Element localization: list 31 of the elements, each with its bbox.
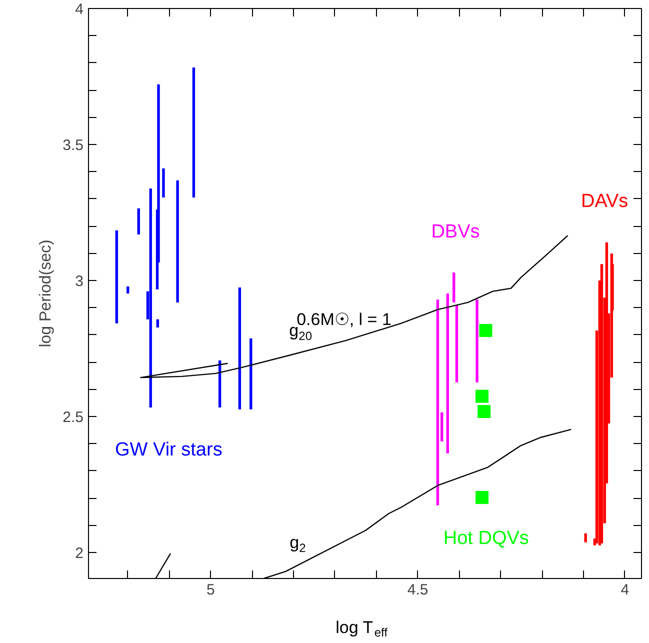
bar [149, 188, 152, 408]
bar [126, 286, 130, 294]
bar [176, 180, 179, 302]
bar [238, 288, 242, 410]
bar [192, 68, 196, 198]
bar [600, 264, 604, 544]
bar [455, 305, 458, 382]
bar [452, 272, 456, 302]
y-tick-label: 2.5 [62, 408, 84, 426]
bar [156, 319, 160, 328]
y-tick-label: 3.5 [62, 136, 84, 154]
y-tick-label: 4 [75, 1, 84, 18]
bar [115, 230, 118, 324]
x-tick-label: 4 [620, 582, 630, 598]
bar [250, 338, 252, 410]
y-axis-title: log Period(sec) [38, 240, 55, 348]
bar [446, 294, 449, 454]
series-label: Hot DQVs [443, 528, 529, 549]
bar [436, 299, 440, 506]
series-label: GW Vir stars [115, 440, 222, 461]
series-label: DBVs [431, 221, 480, 242]
bar [476, 299, 478, 382]
x-tick-label: 5 [206, 582, 215, 598]
line-series [263, 428, 572, 578]
bar [137, 208, 140, 234]
bar [162, 168, 165, 198]
x-tick-label: 4.5 [407, 582, 428, 598]
bar [584, 533, 587, 542]
y-tick-label: 2 [75, 544, 84, 562]
series-label: DAVs [580, 191, 628, 212]
y-tick-label: 3 [75, 272, 84, 290]
